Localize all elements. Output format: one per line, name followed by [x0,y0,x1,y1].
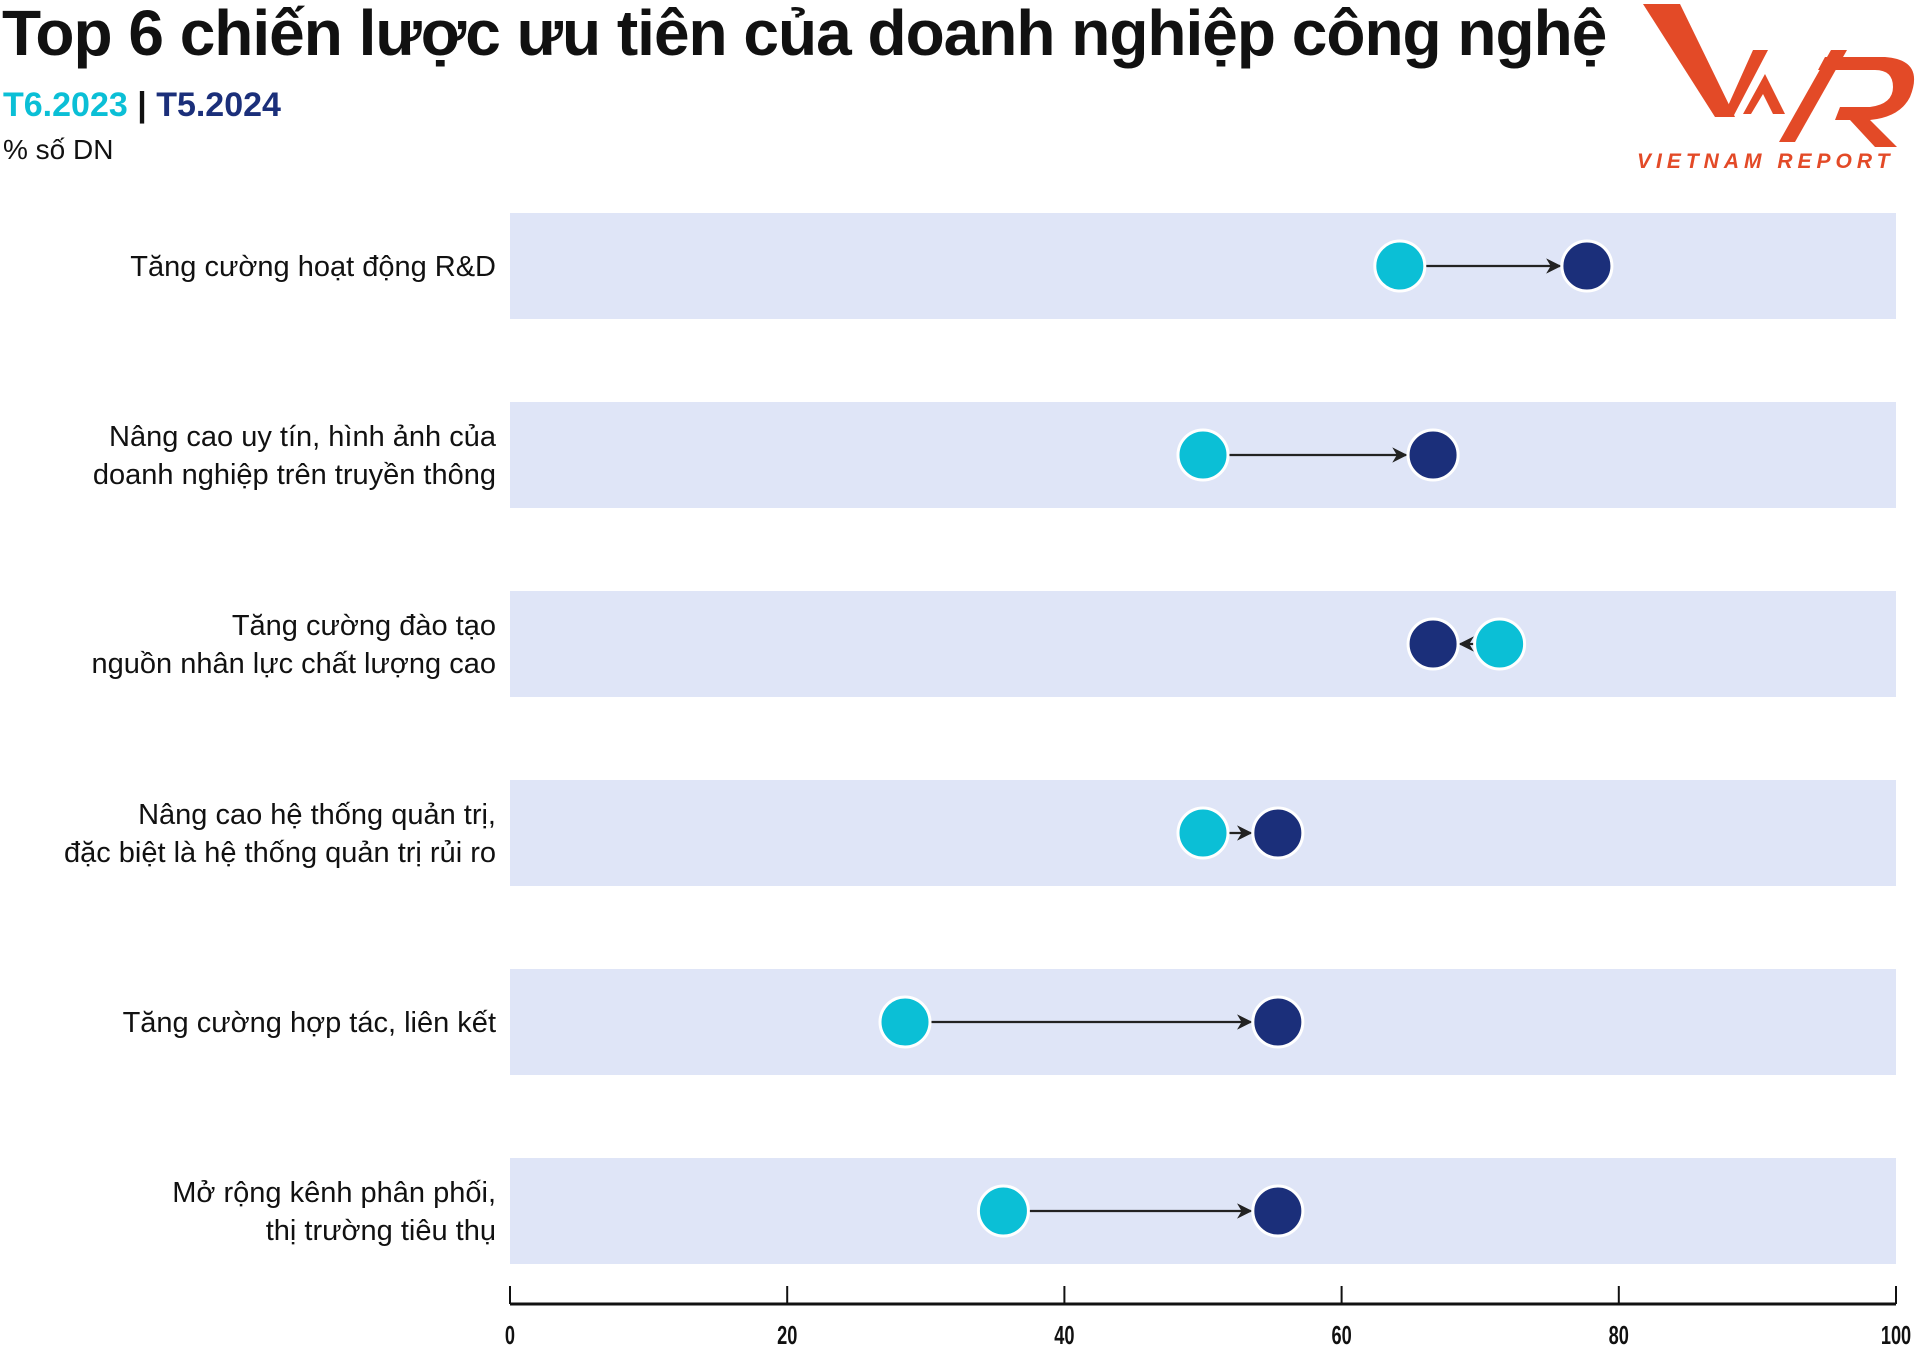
category-label: Nâng cao hệ thống quản trị, [138,799,496,831]
point-2024 [1560,239,1614,293]
point-2024 [1251,806,1305,860]
point-2023 [878,995,932,1049]
category-label: doanh nghiệp trên truyền thông [93,459,496,491]
x-tick-label: 0 [505,1321,515,1350]
legend-2024: T5.2024 [156,86,281,124]
point-2024 [1251,1184,1305,1238]
unit-label: % số DN [3,134,114,165]
point-2023 [1176,428,1230,482]
chart-row: Tăng cường hợp tác, liên kết [123,969,1896,1075]
category-label: nguồn nhân lực chất lượng cao [92,648,497,680]
x-tick-label: 20 [777,1321,797,1350]
chart-row: Nâng cao hệ thống quản trị, đặc biệt là h… [64,780,1896,886]
x-tick-label: 60 [1331,1321,1351,1350]
point-2024 [1251,995,1305,1049]
category-label: Tăng cường hợp tác, liên kết [123,1007,496,1039]
legend-separator: | [137,86,147,124]
category-label: Nâng cao uy tín, hình ảnh của [109,421,497,453]
category-label: thị trường tiêu thụ [266,1215,496,1247]
legend-2023: T6.2023 [3,86,128,124]
chart-row: Mở rộng kênh phân phối, thị trường tiêu t… [172,1158,1896,1264]
point-2023 [1473,617,1527,671]
logo-subtitle: VIETNAM REPORT [1637,150,1894,173]
point-2023 [1373,239,1427,293]
chart-title: Top 6 chiến lược ưu tiên của doanh nghiệ… [2,0,1607,69]
row-band [510,213,1896,319]
category-label: Mở rộng kênh phân phối, [172,1177,496,1209]
x-tick-label: 100 [1881,1321,1911,1350]
chart-row: Tăng cường hoạt động R&D [130,213,1896,319]
point-2024 [1406,428,1460,482]
row-band [510,591,1896,697]
category-label: Tăng cường hoạt động R&D [130,251,496,283]
x-tick-label: 80 [1609,1321,1629,1350]
point-2024 [1406,617,1460,671]
vietnam-report-logo: VIETNAM REPORT [1637,4,1915,173]
point-2023 [976,1184,1030,1238]
x-tick-label: 40 [1054,1321,1074,1350]
point-2023 [1176,806,1230,860]
category-label: đặc biệt là hệ thống quản trị rủi ro [64,837,496,869]
chart-row: Tăng cường đào tạo nguồn nhân lực chất lư… [92,591,1896,697]
legend: T6.2023 | T5.2024 [3,86,281,125]
chart-row: Nâng cao uy tín, hình ảnh của doanh nghiệ… [93,402,1896,508]
category-label: Tăng cường đào tạo [232,610,496,642]
